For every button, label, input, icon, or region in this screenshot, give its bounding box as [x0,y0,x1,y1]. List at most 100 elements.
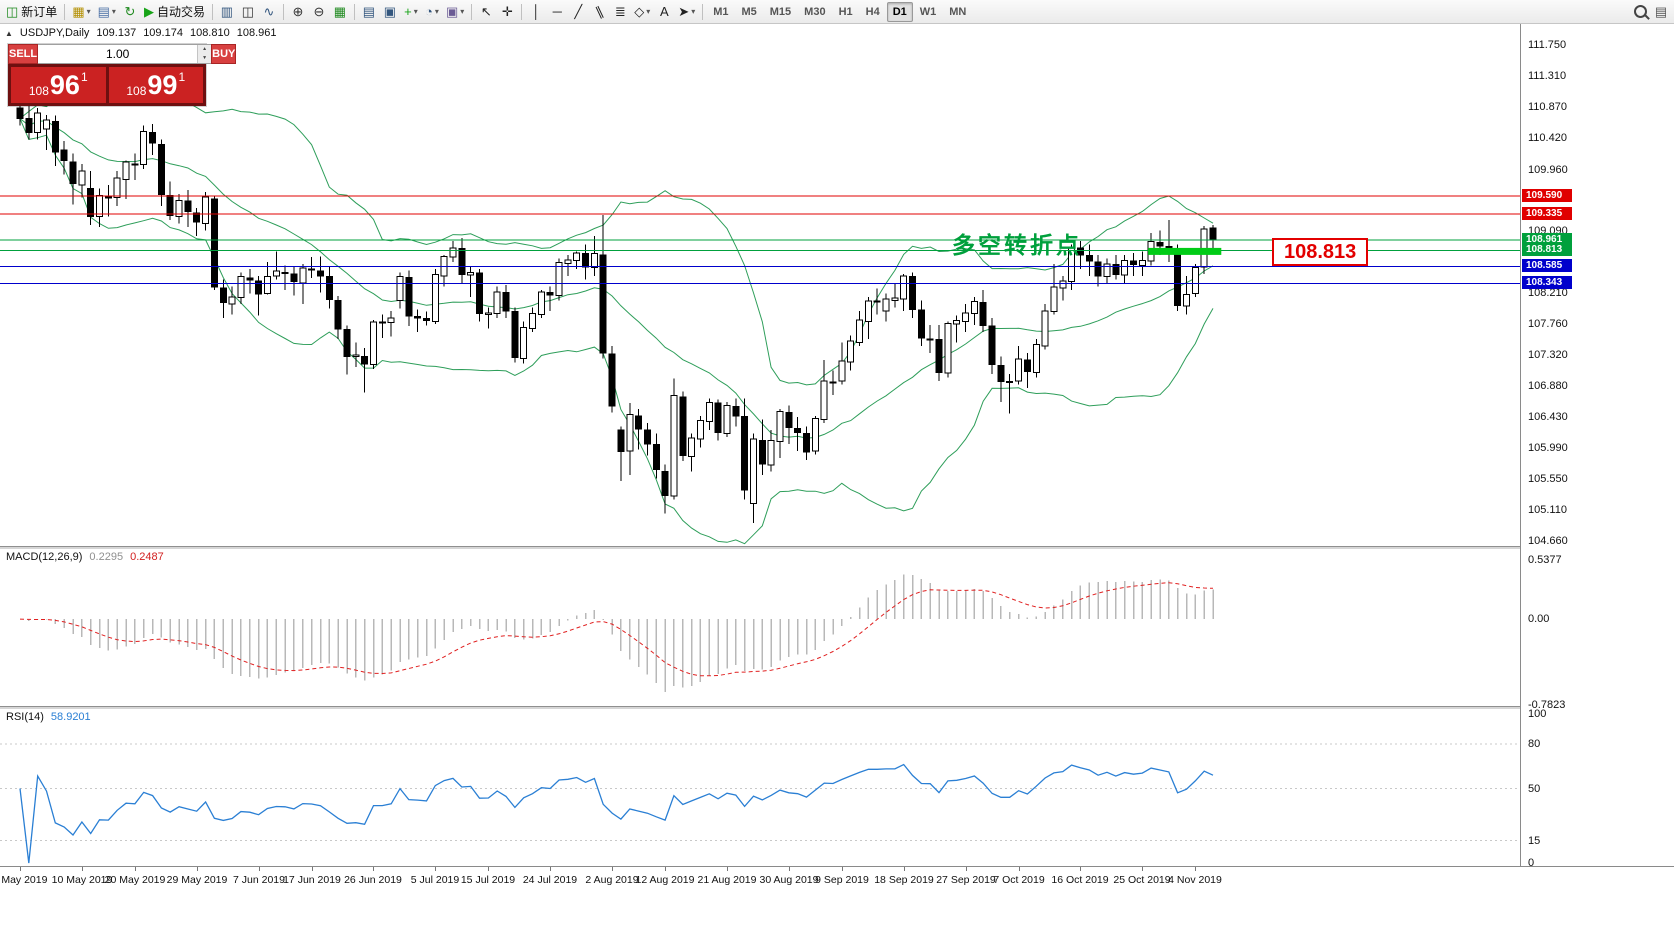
timeframe-m30-button[interactable]: M30 [798,2,831,22]
time-axis-label: 21 Aug 2019 [697,874,757,886]
hline-icon: ─ [552,4,562,19]
refresh-icon: ↻ [124,4,136,19]
buy-button[interactable]: BUY [211,44,237,64]
line-chart-button[interactable]: ∿ [259,2,279,22]
time-axis-tick [727,867,728,871]
timeframe-w1-button[interactable]: W1 [914,2,943,22]
dropdown-arrow-icon: ▾ [111,7,116,16]
zoom-in-icon: ⊕ [292,4,304,19]
bar-chart-button[interactable]: ▥ [217,2,237,22]
fibonacci-button[interactable]: ≣ [610,2,630,22]
main-toolbar: ◫ 新订单 ▦ ▾ ▤ ▾ ↻ ▶ 自动交易 ▥ ◫ ∿ ⊕ ⊖ ▦ ▤ ▣ + ▾ ◔ ▾ ▣ ▾ ↖ ✛ │ ─ ╱ ∥ ≣ ◇ ▾ A ➤ ▾… [0,0,1674,24]
indicators-icon: + [404,4,412,19]
price-line-label: 109.335 [1522,207,1572,220]
symbol-title: USDJPY,Daily [19,27,90,39]
shapes-button[interactable]: ◇ ▾ [631,2,653,22]
toolbar-separator [521,3,523,20]
search-button[interactable] [1630,2,1650,22]
crosshair-button[interactable]: ✛ [497,2,517,22]
time-axis-tick [135,867,136,871]
dropdown-arrow-icon: ▾ [460,7,465,16]
price-axis-label: 111.750 [1528,39,1567,51]
indicators-button[interactable]: + ▾ [401,2,421,22]
time-axis-tick [550,867,551,871]
price-axis-label: 105.550 [1528,473,1568,485]
candles-layer[interactable] [16,94,1217,523]
rsi-pane[interactable]: RSI(14) 58.9201 [0,708,1520,866]
rsi-indicator-chart [0,743,1520,864]
channel-icon: ∥ [593,3,606,20]
buy-price-button[interactable]: 108 99 1 [108,67,203,103]
highlight-zone[interactable] [1148,247,1222,255]
time-axis-label: 30 Aug 2019 [759,874,819,886]
tile-windows-button[interactable]: ▦ [330,2,350,22]
volume-down-button[interactable]: ▼ [198,54,212,63]
time-axis-tick [197,867,198,871]
vertical-line-button[interactable]: │ [526,2,546,22]
profiles-icon: ▤ [97,4,110,19]
candlestick-chart-button[interactable]: ◫ [238,2,258,22]
macd-value-signal: 0.2487 [130,551,164,563]
timeframe-h1-button[interactable]: H1 [833,2,859,22]
zoom-in-button[interactable]: ⊕ [288,2,308,22]
bollinger-bands [19,85,1214,545]
templates-icon: ▣ [445,4,459,19]
trendline-button[interactable]: ╱ [568,2,588,22]
collapse-panel-icon[interactable]: ▲ [5,28,13,38]
line-chart-icon: ∿ [263,4,275,19]
price-chart-pane[interactable]: ▲ USDJPY,Daily 109.137 109.174 108.810 1… [0,24,1520,546]
bollinger-upper-line [19,85,1214,386]
pane-divider[interactable] [0,546,1674,549]
time-axis-tick [1195,867,1196,871]
object-list-button[interactable]: ▣ [380,2,400,22]
time-axis-tick [842,867,843,871]
rsi-axis-label: 80 [1528,738,1541,750]
time-axis-label: 26 Jun 2019 [344,874,402,886]
new-chart-button[interactable]: ▦ ▾ [69,2,93,22]
macd-pane[interactable]: MACD(12,26,9) 0.2295 0.2487 [0,548,1520,706]
panels-button[interactable]: ▤ [1651,2,1671,22]
timeframe-h4-button[interactable]: H4 [860,2,886,22]
auto-trading-button[interactable]: ▶ 自动交易 [141,2,208,22]
pane-divider[interactable] [0,706,1674,709]
zoom-out-button[interactable]: ⊖ [309,2,329,22]
chart-annotation-text[interactable]: 多空转折点 [952,232,1082,258]
text-button[interactable]: A [654,2,674,22]
time-axis-tick [1142,867,1143,871]
price-axis[interactable]: 111.750 111.310 110.870 110.420 109.960 109.0… [1520,24,1674,866]
candlestick-chart[interactable] [0,24,1520,546]
timeframe-d1-button[interactable]: D1 [886,1,913,22]
cursor-icon: ↖ [480,4,492,19]
time-axis-label: 27 Sep 2019 [936,874,996,886]
time-axis-tick [665,867,666,871]
volume-input[interactable] [38,45,198,63]
macd-histogram [28,574,1214,692]
volume-up-button[interactable]: ▲ [198,45,212,54]
auto-trading-label: 自动交易 [156,5,205,19]
timeframe-m15-button[interactable]: M15 [764,2,797,22]
timeframe-m1-button[interactable]: M1 [707,2,734,22]
profiles-button[interactable]: ▤ ▾ [95,2,119,22]
dropdown-arrow-icon: ▾ [646,7,651,16]
cursor-button[interactable]: ↖ [476,2,496,22]
refresh-button[interactable]: ↻ [120,2,140,22]
price-callout-box[interactable]: 108.813 [1272,238,1369,266]
time-axis-tick [312,867,313,871]
data-window-button[interactable]: ▤ [359,2,379,22]
timeframe-mn-button[interactable]: MN [943,2,972,22]
periods-button[interactable]: ◔ ▾ [422,2,442,22]
sell-price-button[interactable]: 108 96 1 [11,67,106,103]
arrows-button[interactable]: ➤ ▾ [675,2,698,22]
price-axis-label: 111.310 [1528,70,1567,82]
templates-button[interactable]: ▣ ▾ [443,2,467,22]
rsi-label: RSI(14) 58.9201 [6,711,91,723]
horizontal-line-button[interactable]: ─ [547,2,567,22]
buy-price-point: 1 [178,70,186,84]
sell-button[interactable]: SELL [8,44,39,64]
time-axis-label: 7 Oct 2019 [993,874,1045,886]
new-order-button[interactable]: ◫ 新订单 [3,2,60,22]
equidistant-channel-button[interactable]: ∥ [589,2,609,22]
time-axis-tick [612,867,613,871]
timeframe-m5-button[interactable]: M5 [735,2,762,22]
